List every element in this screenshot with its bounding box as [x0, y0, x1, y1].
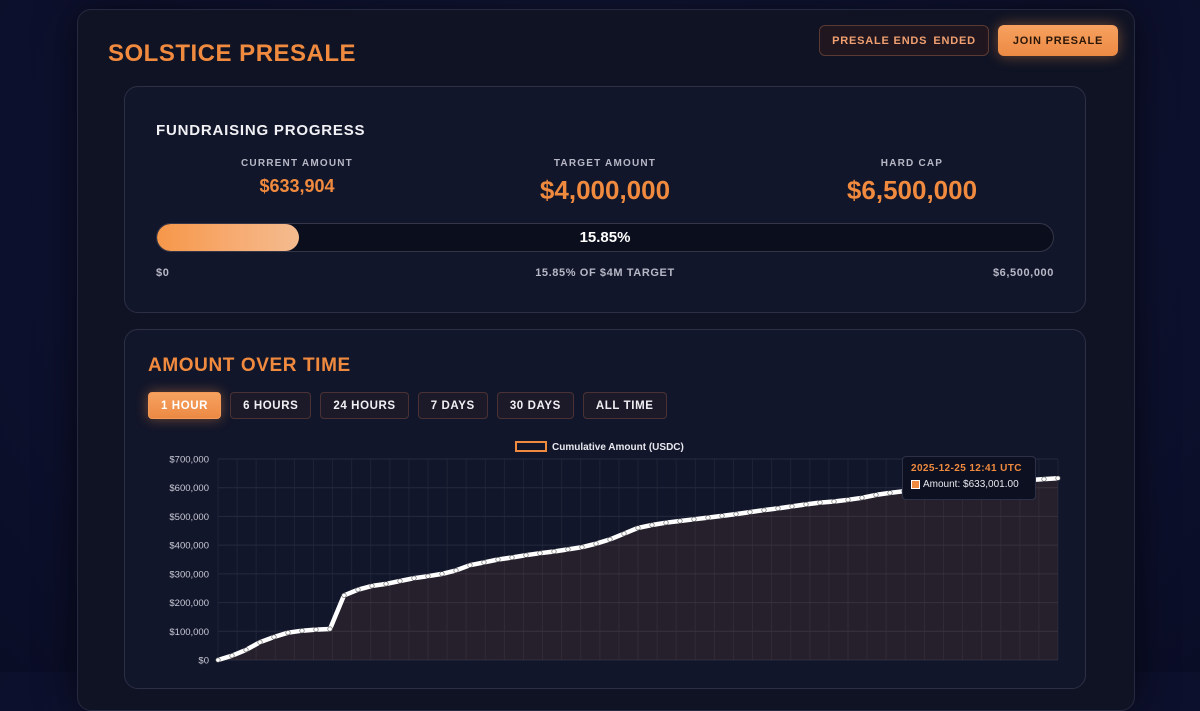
data-point — [873, 492, 879, 498]
data-point — [397, 578, 403, 584]
data-point — [845, 497, 851, 503]
data-point — [593, 541, 599, 547]
data-point — [411, 575, 417, 581]
page-title: SOLSTICE PRESALE — [108, 40, 357, 67]
data-point — [663, 520, 669, 526]
chart-tooltip: 2025-12-25 12:41 UTC Amount: $633,001.00 — [902, 456, 1036, 500]
data-point — [887, 490, 893, 496]
range-30-days[interactable]: 30 DAYS — [496, 392, 574, 419]
amount-over-time-card — [124, 329, 1086, 689]
range-1-hour[interactable]: 1 HOUR — [148, 392, 222, 419]
current-amount-label: CURRENT AMOUNT — [241, 158, 353, 169]
y-tick-label: $500,000 — [169, 512, 209, 523]
data-point — [425, 573, 431, 579]
y-tick-label: $200,000 — [169, 598, 209, 609]
data-point — [243, 647, 249, 653]
data-point — [649, 522, 655, 528]
data-point — [747, 509, 753, 515]
data-point — [579, 544, 585, 550]
tooltip-amount: Amount: $633,001.00 — [923, 479, 1019, 490]
data-point — [565, 546, 571, 552]
fundraising-progress-heading: FUNDRAISING PROGRESS — [156, 122, 366, 139]
y-tick-label: $600,000 — [169, 483, 209, 494]
data-point — [789, 503, 795, 509]
data-point — [481, 559, 487, 565]
data-point — [327, 626, 333, 632]
range-24-hours[interactable]: 24 HOURS — [320, 392, 409, 419]
data-point — [859, 495, 865, 501]
legend-label: Cumulative Amount (USDC) — [552, 442, 684, 453]
data-point — [621, 531, 627, 537]
data-point — [341, 592, 347, 598]
data-point — [439, 571, 445, 577]
target-amount-stat: TARGET AMOUNT $4,000,000 — [505, 158, 705, 206]
data-point — [803, 501, 809, 507]
y-tick-label: $300,000 — [169, 569, 209, 580]
progress-scale-max: $6,500,000 — [992, 267, 1054, 279]
join-presale-button[interactable]: JOIN PRESALE — [998, 25, 1118, 56]
data-point — [523, 552, 529, 558]
data-point — [817, 500, 823, 506]
progress-percent: 15.85% — [579, 229, 631, 246]
target-amount-label: TARGET AMOUNT — [553, 158, 657, 169]
data-point — [551, 549, 557, 555]
data-point — [1055, 475, 1061, 481]
fundraising-progress-card — [124, 86, 1086, 313]
hard-cap-value: $6,500,000 — [846, 175, 978, 205]
data-point — [831, 498, 837, 504]
data-point — [313, 627, 319, 633]
data-point — [705, 515, 711, 521]
presale-ends-label: PRESALE ENDS — [832, 34, 928, 47]
series-area — [218, 478, 1058, 660]
data-point — [495, 557, 501, 563]
tooltip-series-swatch — [911, 480, 920, 489]
range-6-hours[interactable]: 6 HOURS — [230, 392, 312, 419]
current-amount-value: $633,904 — [259, 176, 335, 196]
data-point — [453, 567, 459, 573]
presale-ends-button[interactable]: PRESALE ENDS ENDED — [819, 25, 989, 56]
amount-line-chart[interactable]: $0 $100,000 $200,000 $300,000 $400,000 $500,0… — [140, 436, 1070, 672]
time-range-selector: 1 HOUR 6 HOURS 24 HOURS 7 DAYS 30 DAYS A… — [148, 392, 667, 419]
data-point — [635, 525, 641, 531]
progress-bar-fill — [157, 224, 300, 251]
amount-over-time-heading: AMOUNT OVER TIME — [148, 355, 351, 376]
y-tick-label: $400,000 — [169, 541, 209, 552]
current-amount-stat: CURRENT AMOUNT $633,904 — [197, 158, 397, 197]
data-point — [299, 628, 305, 634]
data-point — [369, 583, 375, 589]
y-tick-label: $100,000 — [169, 627, 209, 638]
data-point — [733, 511, 739, 517]
target-amount-value: $4,000,000 — [539, 175, 671, 205]
data-point — [719, 513, 725, 519]
data-point — [537, 550, 543, 556]
presale-ends-value: ENDED — [933, 34, 976, 47]
data-point — [257, 639, 263, 645]
range-7-days[interactable]: 7 DAYS — [417, 392, 488, 419]
data-point — [607, 536, 613, 542]
progress-bar: 15.85% — [156, 223, 1054, 252]
data-point — [229, 653, 235, 659]
data-point — [355, 587, 361, 593]
data-point — [1041, 476, 1047, 482]
progress-scale-min: $0 — [156, 267, 170, 279]
progress-scale-caption: 15.85% OF $4M TARGET — [535, 267, 675, 279]
hard-cap-label: HARD CAP — [880, 158, 944, 169]
data-point — [467, 562, 473, 568]
data-point — [509, 555, 515, 561]
legend-swatch — [515, 441, 547, 452]
data-point — [775, 505, 781, 511]
data-point — [285, 630, 291, 636]
y-tick-label: $700,000 — [169, 455, 209, 466]
data-point — [383, 581, 389, 587]
data-point — [691, 516, 697, 522]
data-point — [271, 634, 277, 640]
tooltip-date: 2025-12-25 12:41 UTC — [911, 463, 1022, 474]
tooltip-amount-row: Amount: $633,001.00 — [911, 479, 1027, 490]
y-tick-label: $0 — [198, 656, 209, 667]
data-point — [215, 657, 221, 663]
data-point — [761, 507, 767, 513]
data-point — [677, 518, 683, 524]
range-all-time[interactable]: ALL TIME — [582, 392, 667, 419]
hard-cap-stat: HARD CAP $6,500,000 — [812, 158, 1012, 206]
